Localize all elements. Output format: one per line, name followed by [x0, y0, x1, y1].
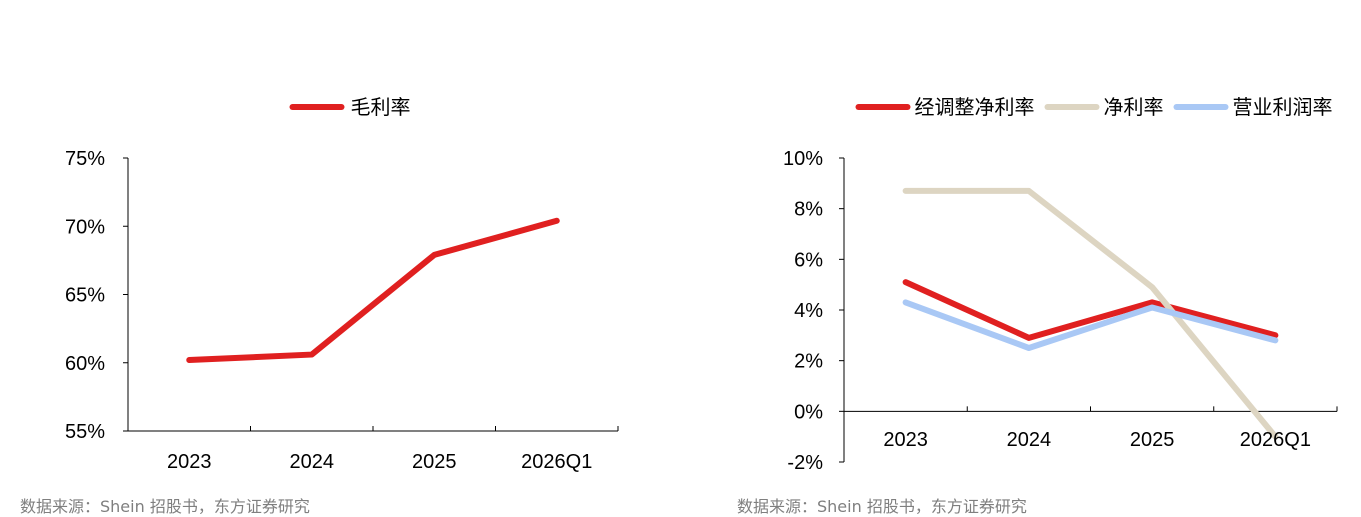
legend-label: 营业利润率: [1233, 95, 1333, 119]
x-tick-label: 2023: [167, 451, 212, 473]
y-tick-label: 2%: [794, 351, 823, 373]
gross-margin-chart-panel: 75% 70% 65% 60% 55% 2023 2024 2025 2026Q1 毛利率 数据来…: [0, 0, 680, 516]
y-tick-label: 65%: [65, 285, 105, 307]
y-tick-label: 10%: [783, 148, 823, 170]
x-tick-label: 2024: [290, 451, 335, 473]
x-tick-label: 2024: [1007, 429, 1052, 451]
y-tick-label: 8%: [794, 199, 823, 221]
profit-margins-chart: 10% 8% 6% 4% 2% 0% -2% 2023 2024 2025 2026Q1 经调整净利率…: [680, 0, 1361, 516]
y-tick-label: 55%: [65, 421, 105, 443]
legend-label: 经调整净利率: [915, 95, 1035, 119]
x-tick-label: 2025: [412, 451, 457, 473]
y-tick-label: 70%: [65, 216, 105, 238]
chart-source-note: 数据来源：Shein 招股书，东方证券研究: [20, 493, 310, 517]
chart-source-note: 数据来源：Shein 招股书，东方证券研究: [737, 493, 1027, 517]
y-tick-label: 75%: [65, 148, 105, 170]
y-tick-label: 6%: [794, 249, 823, 271]
y-tick-label: 0%: [794, 401, 823, 423]
profit-margins-chart-panel: 10% 8% 6% 4% 2% 0% -2% 2023 2024 2025 2026Q1 经调整净利率…: [680, 0, 1361, 516]
y-tick-label: 60%: [65, 353, 105, 375]
x-tick-label: 2025: [1130, 429, 1175, 451]
y-tick-label: 4%: [794, 300, 823, 322]
series-line-0: [189, 221, 557, 360]
x-tick-label: 2026Q1: [1240, 429, 1311, 451]
legend-label: 净利率: [1104, 95, 1164, 119]
series-line-1: [906, 191, 1276, 437]
x-tick-label: 2023: [883, 429, 928, 451]
gross-margin-chart: 75% 70% 65% 60% 55% 2023 2024 2025 2026Q1 毛利率: [0, 0, 680, 516]
x-tick-label: 2026Q1: [521, 451, 592, 473]
legend-label: 毛利率: [351, 95, 411, 119]
y-tick-label: -2%: [787, 452, 823, 474]
